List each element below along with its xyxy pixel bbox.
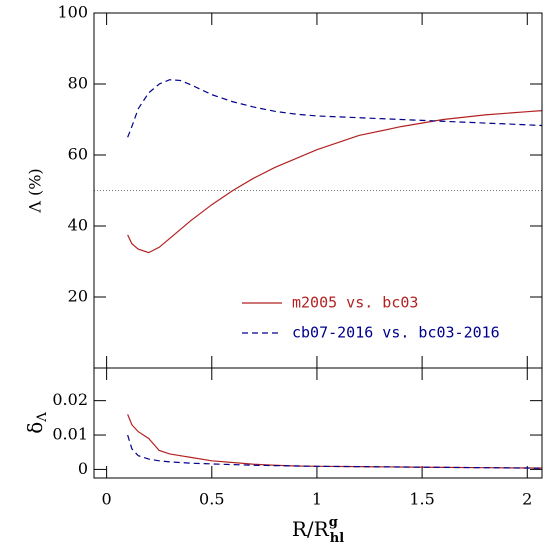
x-axis-label: R/Rg hl [292,515,344,546]
x-axis-label-sub: hl [330,531,344,546]
y-tick-label: 20 [68,287,88,306]
series-line [127,434,543,469]
y-axis-label-main: δ [23,422,47,434]
legend-label: cb07-2016 vs. bc03-2016 [292,324,500,342]
series-line [127,110,543,254]
series-line [127,79,543,138]
y-tick-label: 0 [78,459,88,478]
series-line [127,414,542,469]
y-tick-label: 40 [68,216,88,235]
x-axis-label-main: R/R [292,517,330,541]
y-tick-label: 0.01 [52,425,88,444]
frame [93,367,543,479]
frame [93,12,543,369]
x-tick-label: 0 [102,490,112,509]
x-axis-label-sup: g [329,515,338,530]
y-axis-label: δΛ [23,412,50,434]
y-tick-label: 0.02 [52,390,88,409]
y-tick-label: 100 [57,3,88,22]
x-tick-label: 0.5 [199,490,224,509]
y-tick-label: 80 [68,74,88,93]
y-axis-label: Λ (%) [26,168,45,213]
legend-label: m2005 vs. bc03 [292,294,418,312]
y-axis-label-sub: Λ [35,412,50,423]
x-tick-label: 2 [522,490,532,509]
y-tick-label: 60 [68,145,88,164]
x-tick-label: 1 [312,490,322,509]
x-tick-label: 1.5 [409,490,434,509]
